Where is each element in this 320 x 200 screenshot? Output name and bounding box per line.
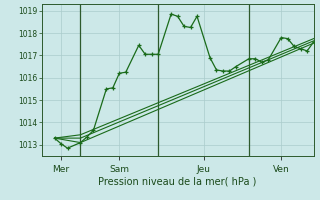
- X-axis label: Pression niveau de la mer( hPa ): Pression niveau de la mer( hPa ): [99, 177, 257, 187]
